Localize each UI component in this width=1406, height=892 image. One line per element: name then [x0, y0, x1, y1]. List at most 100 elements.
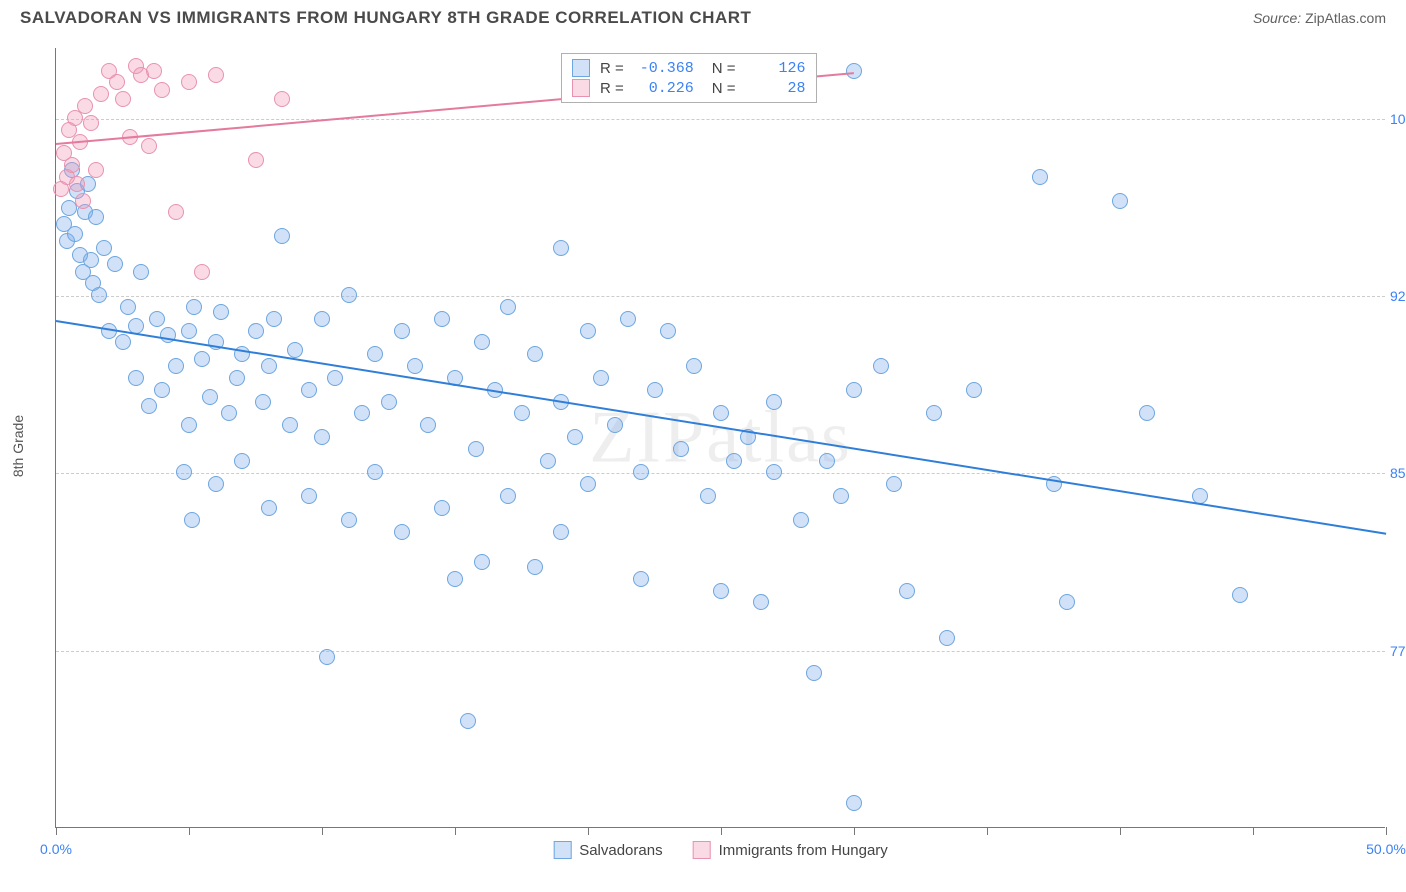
- scatter-point: [460, 713, 476, 729]
- scatter-point: [553, 524, 569, 540]
- scatter-point: [1059, 594, 1075, 610]
- scatter-point: [229, 370, 245, 386]
- scatter-point: [633, 571, 649, 587]
- x-tick: [56, 827, 57, 835]
- correlation-legend-row: R =-0.368N =126: [572, 58, 806, 78]
- scatter-point: [266, 311, 282, 327]
- scatter-point: [181, 323, 197, 339]
- scatter-point: [109, 74, 125, 90]
- scatter-point: [91, 287, 107, 303]
- scatter-point: [208, 476, 224, 492]
- scatter-point: [407, 358, 423, 374]
- scatter-point: [394, 323, 410, 339]
- legend-swatch: [572, 79, 590, 97]
- scatter-point: [115, 91, 131, 107]
- chart-title: SALVADORAN VS IMMIGRANTS FROM HUNGARY 8T…: [20, 8, 751, 28]
- trend-line: [56, 320, 1386, 535]
- scatter-point: [319, 649, 335, 665]
- scatter-point: [580, 476, 596, 492]
- x-tick: [1386, 827, 1387, 835]
- correlation-legend-row: R =0.226N =28: [572, 78, 806, 98]
- scatter-point: [69, 176, 85, 192]
- scatter-point: [899, 583, 915, 599]
- scatter-point: [620, 311, 636, 327]
- legend-swatch: [572, 59, 590, 77]
- scatter-point: [514, 405, 530, 421]
- x-tick: [854, 827, 855, 835]
- scatter-point: [474, 334, 490, 350]
- gridline: [56, 651, 1385, 652]
- scatter-point: [1032, 169, 1048, 185]
- scatter-point: [468, 441, 484, 457]
- n-value: 126: [746, 60, 806, 77]
- x-tick: [455, 827, 456, 835]
- scatter-point: [726, 453, 742, 469]
- scatter-point: [420, 417, 436, 433]
- legend-swatch: [693, 841, 711, 859]
- scatter-point: [287, 342, 303, 358]
- source-label: Source:: [1253, 10, 1301, 26]
- y-tick-label: 100.0%: [1390, 111, 1406, 127]
- x-tick-label: 0.0%: [40, 841, 72, 857]
- scatter-point: [660, 323, 676, 339]
- scatter-point: [846, 795, 862, 811]
- scatter-point: [367, 346, 383, 362]
- scatter-point: [793, 512, 809, 528]
- scatter-point: [686, 358, 702, 374]
- scatter-point: [700, 488, 716, 504]
- scatter-point: [434, 500, 450, 516]
- scatter-point: [181, 417, 197, 433]
- scatter-point: [282, 417, 298, 433]
- scatter-point: [274, 228, 290, 244]
- scatter-point: [96, 240, 112, 256]
- n-label: N =: [712, 60, 736, 77]
- gridline: [56, 473, 1385, 474]
- scatter-point: [168, 358, 184, 374]
- scatter-point: [673, 441, 689, 457]
- scatter-point: [593, 370, 609, 386]
- scatter-point: [527, 559, 543, 575]
- x-tick: [588, 827, 589, 835]
- scatter-point: [301, 488, 317, 504]
- scatter-point: [766, 464, 782, 480]
- series-name: Immigrants from Hungary: [719, 842, 888, 859]
- n-value: 28: [746, 80, 806, 97]
- scatter-point: [194, 264, 210, 280]
- scatter-point: [394, 524, 410, 540]
- scatter-point: [149, 311, 165, 327]
- scatter-point: [1139, 405, 1155, 421]
- scatter-chart: ZIPatlas 77.5%85.0%92.5%100.0%0.0%50.0%R…: [55, 48, 1385, 828]
- gridline: [56, 296, 1385, 297]
- scatter-point: [88, 162, 104, 178]
- scatter-point: [274, 91, 290, 107]
- scatter-point: [221, 405, 237, 421]
- scatter-point: [67, 226, 83, 242]
- scatter-point: [208, 67, 224, 83]
- r-value: -0.368: [634, 60, 694, 77]
- scatter-point: [234, 453, 250, 469]
- scatter-point: [327, 370, 343, 386]
- scatter-point: [806, 665, 822, 681]
- x-tick: [1253, 827, 1254, 835]
- scatter-point: [846, 382, 862, 398]
- scatter-point: [1232, 587, 1248, 603]
- scatter-point: [819, 453, 835, 469]
- scatter-point: [540, 453, 556, 469]
- scatter-point: [607, 417, 623, 433]
- scatter-point: [88, 209, 104, 225]
- y-tick-label: 92.5%: [1390, 288, 1406, 304]
- scatter-point: [500, 299, 516, 315]
- scatter-point: [939, 630, 955, 646]
- r-label: R =: [600, 80, 624, 97]
- scatter-point: [713, 405, 729, 421]
- scatter-point: [77, 98, 93, 114]
- scatter-point: [314, 311, 330, 327]
- scatter-point: [186, 299, 202, 315]
- x-tick: [189, 827, 190, 835]
- scatter-point: [500, 488, 516, 504]
- scatter-point: [886, 476, 902, 492]
- scatter-point: [93, 86, 109, 102]
- scatter-point: [83, 115, 99, 131]
- y-tick-label: 85.0%: [1390, 465, 1406, 481]
- scatter-point: [846, 63, 862, 79]
